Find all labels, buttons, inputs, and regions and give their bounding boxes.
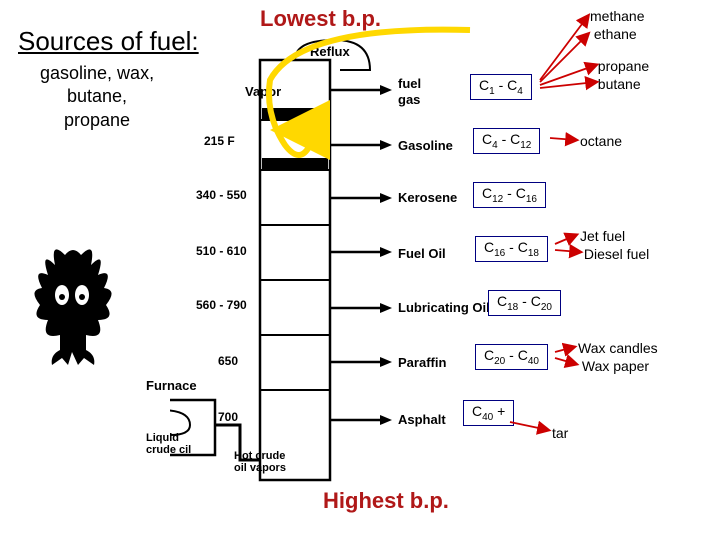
distillation-column-diagram xyxy=(170,30,470,500)
hotcrude-label: Hot crude xyxy=(234,450,285,462)
oilvapors-label: oil vapors xyxy=(234,462,286,474)
kerosene-label: Kerosene xyxy=(398,190,457,205)
temp-340: 340 - 550 xyxy=(196,188,247,202)
carbon-c4-c12: C4 - C12 xyxy=(473,128,540,154)
furnace-label: Furnace xyxy=(146,378,197,393)
temp-650: 650 xyxy=(218,354,238,368)
asphalt-label: Asphalt xyxy=(398,412,446,427)
liquid-label: Liquid xyxy=(146,432,179,444)
temp-510: 510 - 610 xyxy=(196,244,247,258)
carbon-c12-c16: C12 - C16 xyxy=(473,182,546,208)
temp-215: 215 F xyxy=(204,134,235,148)
product-octane: octane xyxy=(580,133,622,150)
paraffin-label: Paraffin xyxy=(398,355,446,370)
fire-creature-icon xyxy=(20,240,130,370)
carbon-c1-c4: C1 - C4 xyxy=(470,74,532,100)
carbon-c20-c40: C20 - C40 xyxy=(475,344,548,370)
highest-bp-label: Highest b.p. xyxy=(323,488,449,514)
product-ethane: ethane xyxy=(590,26,637,43)
carbon-c40plus: C40 + xyxy=(463,400,514,426)
sources-sublist: gasoline, wax, butane, propane xyxy=(40,62,154,132)
lowest-bp-label: Lowest b.p. xyxy=(260,6,381,32)
product-jet: Jet fuel xyxy=(580,228,625,245)
crude-label: crude cil xyxy=(146,444,191,456)
carbon-c18-c20: C18 - C20 xyxy=(488,290,561,316)
reflux-label: Reflux xyxy=(310,44,350,59)
product-tar: tar xyxy=(552,425,568,442)
product-wax-candles: Wax candles xyxy=(578,340,658,357)
product-diesel: Diesel fuel xyxy=(580,246,649,263)
vapor-label: Vapor xyxy=(245,84,281,99)
fueloil-label: Fuel Oil xyxy=(398,246,446,261)
carbon-c16-c18: C16 - C18 xyxy=(475,236,548,262)
product-propane: propane xyxy=(590,58,649,75)
temp-560: 560 - 790 xyxy=(196,298,247,312)
luboil-label: Lubricating Oil xyxy=(398,300,490,315)
temp-700: 700 xyxy=(218,410,238,424)
product-butane: butane xyxy=(590,76,641,93)
gas-label: gas xyxy=(398,92,420,107)
gasoline-label: Gasoline xyxy=(398,138,453,153)
fuel-label: fuel xyxy=(398,76,421,91)
product-wax-paper: Wax paper xyxy=(578,358,649,375)
product-methane: methane xyxy=(590,8,644,25)
